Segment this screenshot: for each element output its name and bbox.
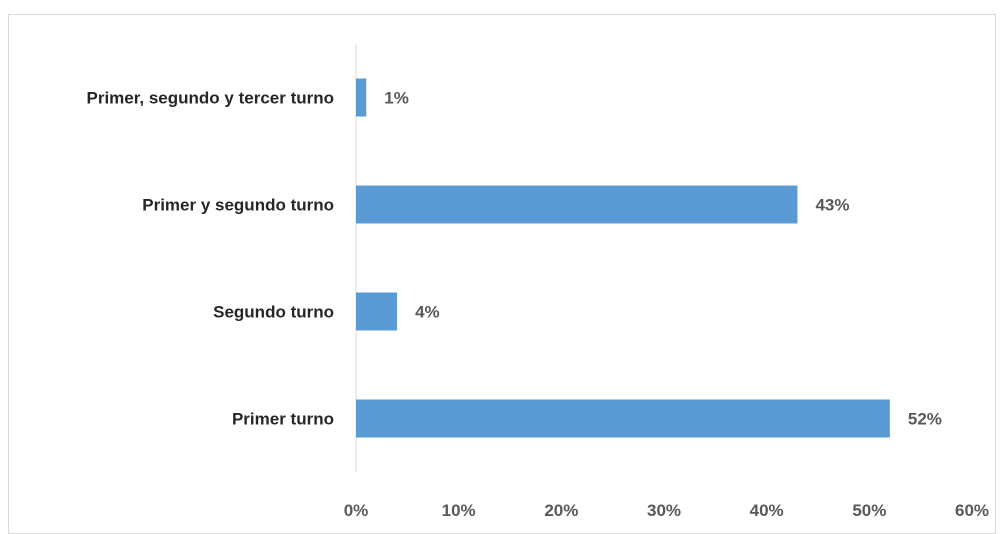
x-tick-label: 60% <box>955 501 989 520</box>
x-tick-label: 10% <box>442 501 476 520</box>
chart-frame <box>8 14 996 534</box>
bar <box>356 399 890 438</box>
category-label: Primer, segundo y tercer turno <box>86 89 334 108</box>
data-label: 43% <box>815 196 849 215</box>
x-tick-label: 50% <box>852 501 886 520</box>
data-label: 52% <box>908 410 942 429</box>
data-label: 1% <box>384 89 409 108</box>
bar <box>356 78 367 117</box>
x-tick-label: 20% <box>544 501 578 520</box>
bar <box>356 185 798 224</box>
category-label: Primer y segundo turno <box>142 196 334 215</box>
bar <box>356 292 398 331</box>
category-label: Segundo turno <box>213 303 334 322</box>
x-tick-label: 30% <box>647 501 681 520</box>
x-tick-label: 40% <box>750 501 784 520</box>
category-label: Primer turno <box>232 410 334 429</box>
data-label: 4% <box>415 303 440 322</box>
x-tick-label: 0% <box>344 501 369 520</box>
